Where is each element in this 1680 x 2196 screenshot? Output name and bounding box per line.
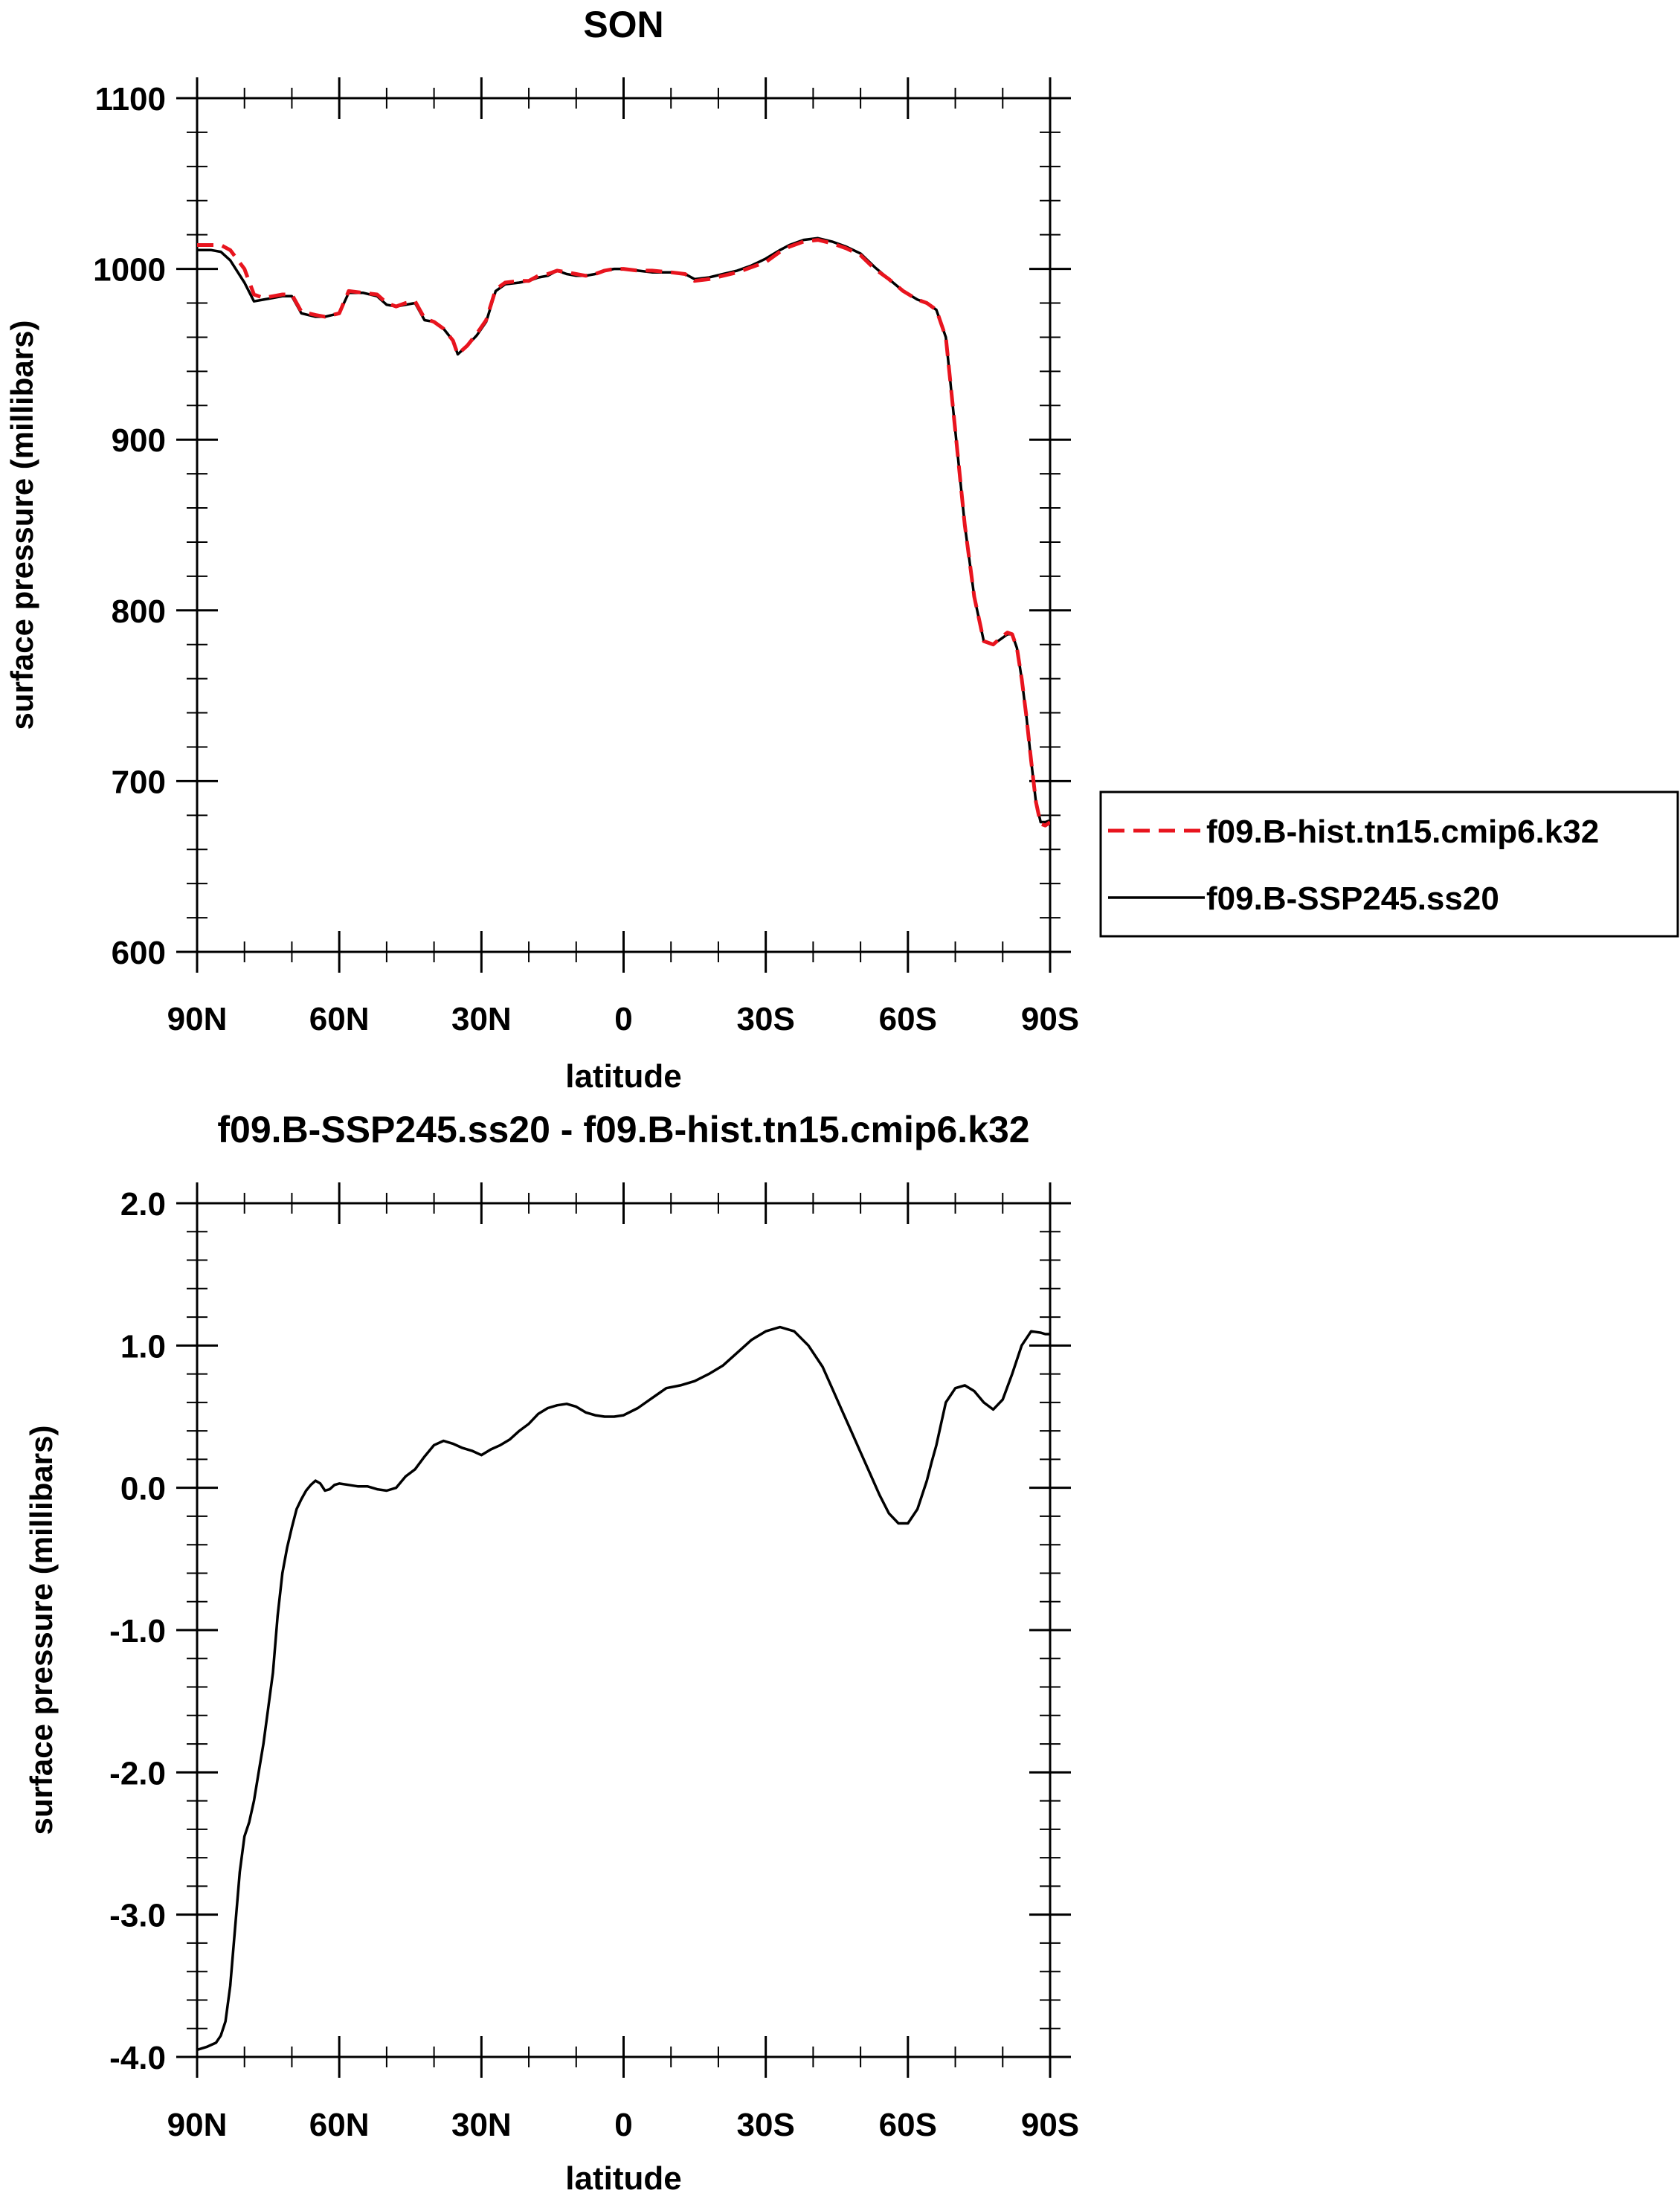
series-line-ssp245 bbox=[197, 236, 1050, 824]
x-tick-label: 90N bbox=[167, 1001, 228, 1037]
x-tick-label: 30S bbox=[737, 1001, 795, 1037]
legend: f09.B-hist.tn15.cmip6.k32 f09.B-SSP245.ss… bbox=[1099, 791, 1679, 938]
plot-frame bbox=[196, 1202, 1052, 2058]
y-axis-label: surface pressure (millibars) bbox=[24, 1426, 59, 1835]
y-tick-label: 1.0 bbox=[120, 1328, 166, 1365]
top-panel: SON 600 700 800 900 1000 1100 90N 60N 30N 0 30S 60S 9… bbox=[4, 4, 1079, 1095]
y-tick-label: -2.0 bbox=[109, 1755, 166, 1791]
y-tick-label: 0.0 bbox=[120, 1471, 166, 1507]
x-tick-label: 30N bbox=[451, 2107, 512, 2143]
y-axis-label: surface pressure (millibars) bbox=[4, 321, 39, 730]
y-tick-label: 900 bbox=[112, 422, 166, 459]
y-tick-label: 700 bbox=[112, 764, 166, 800]
x-tick-label: 60N bbox=[309, 2107, 370, 2143]
legend-box bbox=[1099, 791, 1679, 938]
x-tick-label: 0 bbox=[614, 1001, 632, 1037]
x-tick-label: 0 bbox=[614, 2107, 632, 2143]
y-tick-label: -1.0 bbox=[109, 1613, 166, 1649]
chart-title: f09.B-SSP245.ss20 - f09.B-hist.tn15.cmip… bbox=[217, 1109, 1029, 1150]
y-tick-label: -3.0 bbox=[109, 1898, 166, 1934]
legend-label: f09.B-SSP245.ss20 bbox=[1206, 880, 1499, 917]
y-tick-label: 600 bbox=[112, 935, 166, 971]
chart-title: SON bbox=[583, 4, 663, 45]
x-tick-label: 60S bbox=[879, 1001, 937, 1037]
x-axis-label: latitude bbox=[565, 2160, 681, 2196]
x-axis-label: latitude bbox=[565, 1058, 681, 1095]
x-tick-label: 90S bbox=[1021, 2107, 1079, 2143]
x-tick-label: 90S bbox=[1021, 1001, 1079, 1037]
x-tick-label: 30N bbox=[451, 1001, 512, 1037]
plot-frame bbox=[196, 97, 1052, 953]
y-tick-label: 2.0 bbox=[120, 1186, 166, 1223]
series-line-hist bbox=[197, 238, 1050, 828]
y-tick-label: -4.0 bbox=[109, 2040, 166, 2076]
bottom-panel: f09.B-SSP245.ss20 - f09.B-hist.tn15.cmip… bbox=[24, 1109, 1079, 2196]
y-tick-label: 1100 bbox=[95, 81, 166, 117]
x-tick-label: 60S bbox=[879, 2107, 937, 2143]
series-line-ssp245 bbox=[197, 1325, 1050, 2052]
y-tick-label: 800 bbox=[112, 593, 166, 630]
x-tick-label: 60N bbox=[309, 1001, 370, 1037]
x-tick-label: 90N bbox=[167, 2107, 228, 2143]
x-tick-label: 30S bbox=[737, 2107, 795, 2143]
y-tick-label: 1000 bbox=[93, 252, 166, 289]
legend-label: f09.B-hist.tn15.cmip6.k32 bbox=[1206, 814, 1599, 850]
